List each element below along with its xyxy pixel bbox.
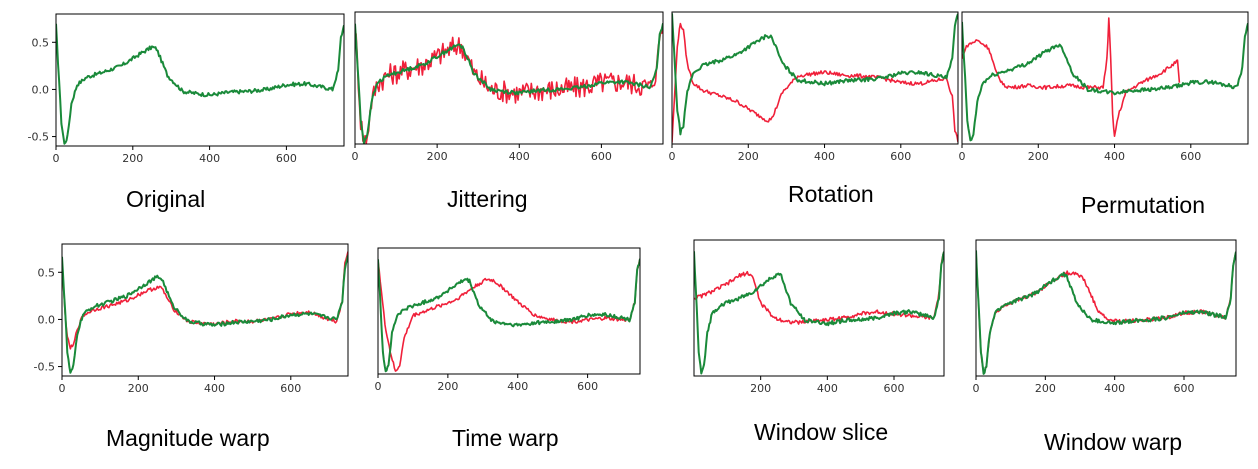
series-line-augmented xyxy=(694,251,944,325)
plot-area xyxy=(56,23,344,145)
chart-svg: 0 200 400 600 -0.5 0.0 0.5 xyxy=(28,13,345,165)
x-tick-label: 600 xyxy=(1180,150,1201,163)
plot-area xyxy=(355,23,663,144)
x-tick-label: 400 xyxy=(204,382,225,395)
series-line-original xyxy=(672,13,958,136)
x-tick-label: 200 xyxy=(122,152,143,165)
x-tick-label: 200 xyxy=(437,380,458,393)
axes-frame xyxy=(975,239,1237,377)
series-line-original xyxy=(378,258,640,373)
x-tick-label: 200 xyxy=(1035,382,1056,395)
axes-frame xyxy=(377,247,641,375)
axes-frame xyxy=(354,11,664,145)
x-tick-label: 0 xyxy=(375,380,382,393)
series-line-original xyxy=(56,23,344,145)
caption-time-warp: Time warp xyxy=(452,425,559,451)
x-tick-label: 0 xyxy=(53,152,60,165)
x-tick-label: 200 xyxy=(1028,150,1049,163)
chart-svg: 0 200 400 600 xyxy=(669,11,959,163)
caption-original: Original xyxy=(126,186,206,212)
chart-panel-original: 0 200 400 600 -0.5 0.0 0.5 xyxy=(10,8,345,178)
chart-svg: 0 200 400 600 xyxy=(352,11,664,163)
series-line-augmented xyxy=(672,22,958,143)
chart-panel-rotation: 0 200 400 600 xyxy=(669,8,960,178)
x-tick-label: 600 xyxy=(577,380,598,393)
y-tick-label: -0.5 xyxy=(34,361,55,374)
series-line-augmented xyxy=(378,258,640,372)
y-tick-label: 0.0 xyxy=(38,313,56,326)
x-tick-label: 400 xyxy=(509,150,530,163)
chart-panel-permutation: 0 200 400 600 xyxy=(959,8,1252,178)
plot-area xyxy=(962,17,1248,142)
x-tick-label: 400 xyxy=(507,380,528,393)
chart-svg: 0 200 400 600 -0.5 0.0 0.5 xyxy=(34,243,349,395)
y-tick-label: 0.5 xyxy=(32,36,50,49)
series-line-augmented xyxy=(62,251,348,350)
x-tick-label: 600 xyxy=(890,150,911,163)
x-tick-label: 600 xyxy=(884,382,905,395)
plot-area xyxy=(378,258,640,373)
axes-frame xyxy=(693,239,945,377)
x-tick-label: 400 xyxy=(814,150,835,163)
x-tick-label: 400 xyxy=(817,382,838,395)
x-tick-label: 0 xyxy=(59,382,66,395)
caption-permutation: Permutation xyxy=(1081,192,1206,218)
x-tick-label: 0 xyxy=(973,382,980,395)
chart-panel-window-slice: 200 400 600 xyxy=(688,236,953,406)
axes-frame xyxy=(55,13,345,147)
plot-area xyxy=(62,251,348,374)
x-tick-label: 0 xyxy=(669,150,676,163)
y-tick-label: 0.5 xyxy=(38,266,56,279)
chart-svg: 0 200 400 600 xyxy=(973,239,1237,395)
caption-jittering: Jittering xyxy=(447,186,528,212)
x-tick-label: 0 xyxy=(959,150,966,163)
series-line-original xyxy=(962,21,1248,142)
x-tick-label: 600 xyxy=(1174,382,1195,395)
chart-panel-magnitude-warp: 0 200 400 600 -0.5 0.0 0.5 xyxy=(10,240,355,410)
series-line-original xyxy=(355,23,663,144)
x-tick-label: 400 xyxy=(1104,150,1125,163)
y-tick-label: -0.5 xyxy=(28,131,49,144)
caption-window-slice: Window slice xyxy=(754,419,889,445)
plot-area xyxy=(694,251,944,375)
x-tick-label: 600 xyxy=(280,382,301,395)
chart-svg: 200 400 600 xyxy=(693,239,945,395)
y-tick-label: 0.0 xyxy=(32,83,50,96)
series-line-augmented xyxy=(962,17,1181,137)
caption-window-warp: Window warp xyxy=(1044,429,1183,455)
x-tick-label: 200 xyxy=(738,150,759,163)
caption-rotation: Rotation xyxy=(788,181,874,207)
chart-svg: 0 200 400 600 xyxy=(375,247,641,393)
series-line-original xyxy=(694,251,944,375)
x-tick-label: 400 xyxy=(1104,382,1125,395)
x-tick-label: 200 xyxy=(427,150,448,163)
x-tick-label: 200 xyxy=(128,382,149,395)
series-line-original xyxy=(976,250,1236,375)
x-tick-label: 200 xyxy=(750,382,771,395)
axes-frame xyxy=(961,11,1249,145)
x-tick-label: 600 xyxy=(591,150,612,163)
caption-magnitude-warp: Magnitude warp xyxy=(106,425,270,451)
x-tick-label: 600 xyxy=(276,152,297,165)
x-tick-label: 0 xyxy=(352,150,359,163)
axes-frame xyxy=(671,11,959,145)
plot-area xyxy=(672,13,958,143)
chart-panel-jittering: 0 200 400 600 xyxy=(345,8,670,178)
series-line-augmented xyxy=(355,23,663,144)
plot-area xyxy=(976,250,1236,375)
chart-panel-window-warp: 0 200 400 600 xyxy=(970,236,1250,406)
x-tick-label: 400 xyxy=(199,152,220,165)
series-line-original xyxy=(62,255,348,374)
chart-svg: 0 200 400 600 xyxy=(959,11,1249,163)
axes-frame xyxy=(61,243,349,377)
chart-panel-time-warp: 0 200 400 600 xyxy=(370,240,655,410)
